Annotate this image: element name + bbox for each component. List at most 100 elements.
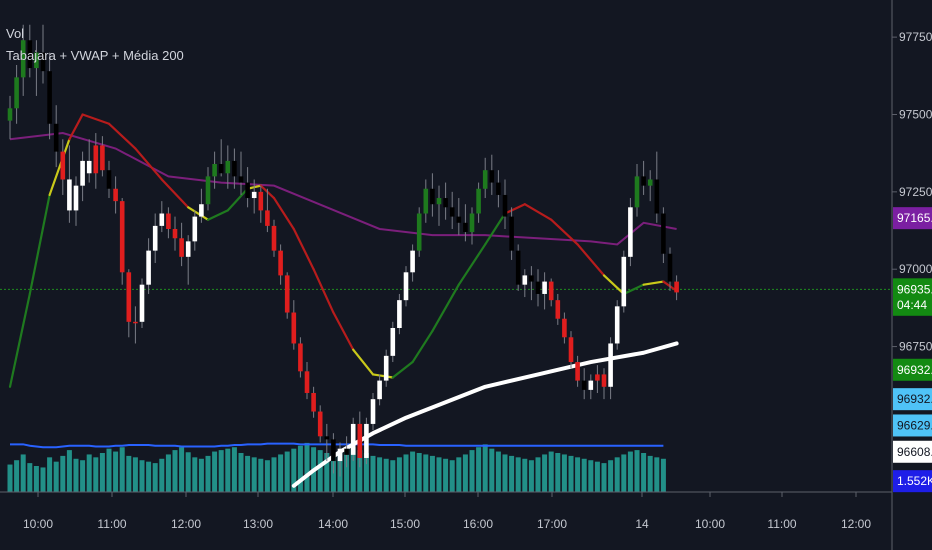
volume-bar	[284, 451, 290, 492]
candle	[595, 365, 600, 393]
candle-body	[271, 225, 277, 251]
candle	[14, 64, 19, 124]
volume-bar	[205, 455, 211, 492]
candle-body	[608, 343, 613, 387]
candle-body	[199, 204, 204, 217]
volume-bar	[27, 463, 33, 492]
x-tick-label: 14	[635, 517, 649, 531]
volume-bar	[192, 457, 198, 492]
candle-body	[80, 160, 85, 186]
volume-bar	[614, 457, 620, 492]
volume-bar	[462, 454, 468, 492]
candle	[515, 244, 521, 291]
volume-bar	[73, 458, 79, 492]
tabajara-segment	[187, 206, 210, 221]
candle	[463, 204, 468, 242]
candle-body	[614, 306, 620, 344]
candle-body	[509, 216, 514, 251]
candle-body	[548, 281, 554, 301]
candle-body	[529, 275, 534, 282]
candle-body	[357, 423, 363, 458]
candle-body	[370, 399, 376, 424]
candle	[482, 157, 488, 199]
candle	[152, 213, 158, 264]
candle	[291, 300, 297, 350]
volume-bar	[357, 450, 363, 492]
candle-body	[383, 355, 389, 381]
tabajara-segment	[312, 268, 335, 314]
tabajara-segment	[503, 203, 526, 215]
candle	[245, 167, 250, 208]
y-tick-label: 96750.0	[899, 340, 932, 354]
x-tick-label: 15:00	[390, 517, 420, 531]
candle	[27, 24, 33, 78]
candle	[568, 331, 574, 369]
volume-bar	[20, 454, 26, 492]
tabajara-segment	[292, 227, 315, 271]
candle-body	[377, 380, 382, 400]
volume-bar	[429, 455, 435, 492]
candle-body	[350, 423, 356, 455]
price-badge-box	[893, 470, 932, 493]
volume-bar	[324, 453, 330, 492]
candle-body	[304, 371, 310, 393]
candle-body	[410, 250, 415, 273]
candle	[430, 173, 435, 217]
volume-bar	[528, 460, 534, 492]
volume-bar	[542, 454, 548, 492]
candle	[436, 185, 442, 226]
candle	[258, 185, 264, 223]
candle	[357, 411, 363, 468]
candle-body	[20, 40, 26, 78]
candle-body	[390, 328, 396, 356]
candle	[449, 191, 455, 229]
price-badge-box	[893, 414, 932, 437]
tabajara-segment	[352, 348, 375, 376]
price-badge-label: 04:44	[897, 298, 927, 312]
candle-body	[469, 213, 475, 233]
volume-bar	[258, 458, 264, 492]
volume-bar	[106, 448, 112, 492]
candle-body	[628, 207, 633, 257]
candle-body	[86, 160, 92, 174]
candle-body	[258, 191, 264, 211]
candle-body	[60, 151, 66, 180]
volume-bar	[185, 452, 191, 492]
axes	[0, 0, 893, 550]
candle	[7, 95, 13, 140]
candle-body	[403, 272, 409, 301]
volume-bar	[297, 445, 303, 492]
candle	[304, 362, 310, 400]
candle-body	[344, 448, 349, 455]
y-tick-label: 97750.0	[899, 30, 932, 44]
tabajara-segment	[206, 209, 229, 221]
volume-bar	[152, 463, 158, 492]
candle	[232, 148, 237, 189]
tabajara-segment	[160, 178, 190, 209]
price-badge-box	[893, 388, 932, 411]
candle-body	[317, 411, 323, 437]
volume-bar	[363, 453, 369, 492]
tabajara-segment	[523, 203, 553, 221]
candle	[40, 24, 46, 84]
tabajara-segment	[28, 193, 51, 296]
tabajara-segment	[484, 212, 507, 246]
volume-bar	[66, 450, 72, 492]
candle-body	[397, 300, 402, 328]
volume-bar	[344, 448, 350, 492]
candle-body	[515, 250, 521, 285]
candle	[192, 210, 198, 251]
candle	[502, 179, 508, 229]
candle-body	[634, 176, 640, 208]
candle	[661, 207, 666, 264]
volume-bar	[535, 457, 541, 492]
x-tick-label: 13:00	[243, 517, 273, 531]
volume-bar	[403, 454, 409, 492]
candle	[647, 170, 653, 202]
candle-body	[119, 201, 125, 273]
tabajara-segment	[134, 147, 163, 181]
candle	[628, 198, 633, 267]
candle	[601, 368, 607, 400]
candle	[674, 275, 679, 301]
